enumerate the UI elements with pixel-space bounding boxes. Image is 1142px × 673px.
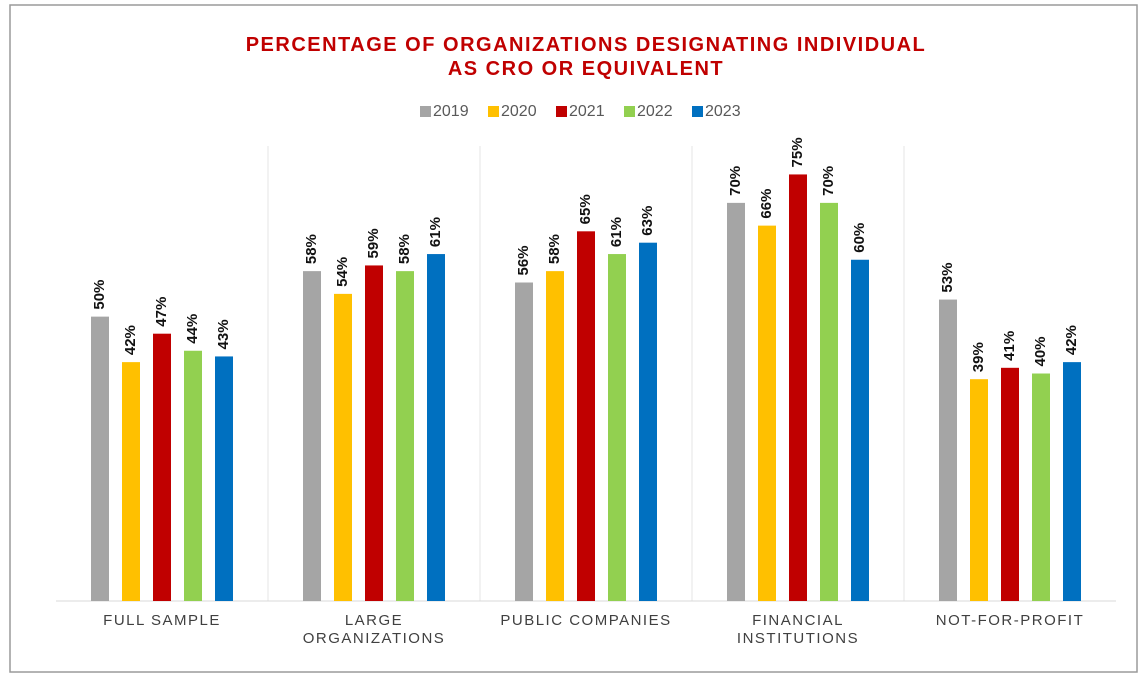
value-label: 50% [91,280,108,310]
value-label: 39% [970,342,987,372]
value-label: 61% [427,217,444,247]
x-tick-label: FULL SAMPLE [103,612,221,629]
value-label: 58% [396,234,413,264]
legend-label: 2020 [501,103,537,120]
bar [396,271,414,601]
bar [215,356,233,601]
bar [122,362,140,601]
value-label: 65% [577,194,594,224]
bar [820,202,838,601]
value-label: 56% [515,245,532,275]
bar [577,231,595,601]
legend-label: 2022 [637,103,673,120]
x-tick-label: FINANCIAL INSTITUTIONS [737,612,859,647]
value-label: 63% [639,206,656,236]
x-tick-label: NOT-FOR-PROFIT [936,612,1085,629]
legend-label: 2019 [433,103,469,120]
value-label: 59% [365,228,382,258]
bar [303,271,321,601]
bar [1032,373,1050,601]
value-label: 42% [1063,325,1080,355]
legend-swatch [420,106,431,117]
value-label: 44% [184,314,201,344]
bar [758,225,776,601]
bar [365,265,383,601]
value-label: 40% [1032,336,1049,366]
legend-label: 2023 [705,103,741,120]
bar [427,254,445,601]
bar [851,259,869,601]
bar [970,379,988,601]
value-label: 41% [1001,331,1018,361]
bar [789,174,807,601]
value-label: 61% [608,217,625,247]
value-label: 66% [758,189,775,219]
bar [546,271,564,601]
bar [184,350,202,601]
bar [939,299,957,601]
value-label: 47% [153,297,170,327]
bar [153,333,171,601]
bar [727,202,745,601]
bar [515,282,533,601]
value-label: 58% [303,234,320,264]
value-label: 42% [122,325,139,355]
value-label: 58% [546,234,563,264]
bar [91,316,109,601]
value-label: 70% [727,166,744,196]
legend-swatch [624,106,635,117]
legend-swatch [488,106,499,117]
bar [608,254,626,601]
x-tick-label: LARGE ORGANIZATIONS [303,612,446,647]
value-label: 53% [939,263,956,293]
bar [1001,367,1019,601]
bar [1063,362,1081,601]
value-label: 43% [215,319,232,349]
value-label: 54% [334,257,351,287]
legend-swatch [556,106,567,117]
value-label: 60% [851,223,868,253]
bar [334,293,352,601]
value-label: 75% [789,137,806,167]
legend-label: 2021 [569,103,605,120]
chart-title: PERCENTAGE OF ORGANIZATIONS DESIGNATING … [246,34,927,80]
legend-swatch [692,106,703,117]
bar [639,242,657,601]
value-label: 70% [820,166,837,196]
x-tick-label: PUBLIC COMPANIES [500,612,671,629]
